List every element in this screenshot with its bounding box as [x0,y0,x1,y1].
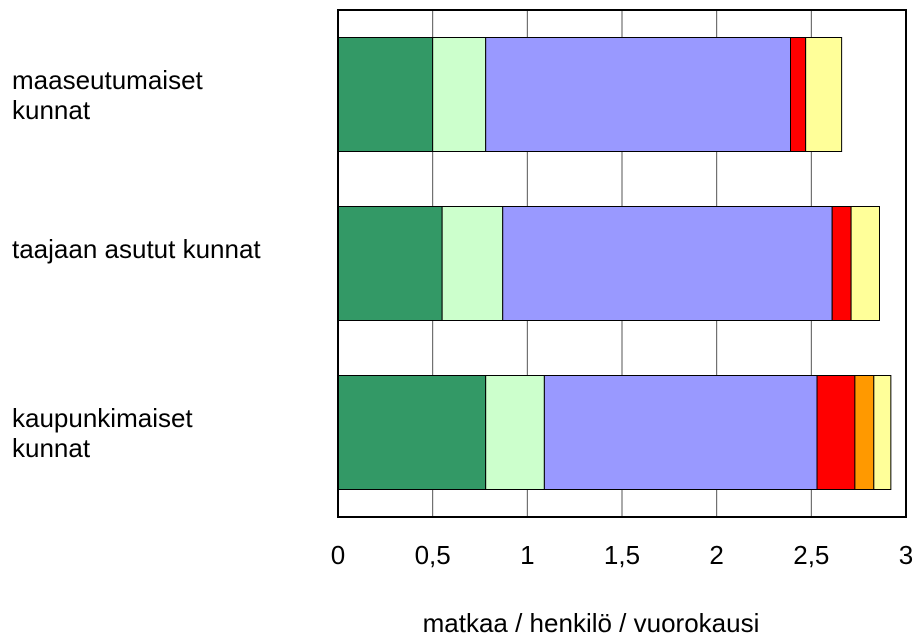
category-label: kaupunkimaiset kunnat [12,402,193,463]
bar-segment [337,37,434,152]
plot-frame [337,9,907,518]
x-axis-label: matkaa / henkilö / vuorokausi [423,608,760,638]
bar-segment [432,37,487,152]
bar-segment [485,37,792,152]
bar-segment [441,206,504,321]
x-tick-label: 3 [899,540,913,570]
bar-segment [873,375,892,490]
bar-segment [831,206,852,321]
x-tick-label: 1 [520,540,534,570]
bar-segment [850,206,880,321]
bar-segment [543,375,818,490]
bar-segment [337,375,487,490]
bar-segment [816,375,856,490]
x-tick-label: 0 [331,540,345,570]
x-tick-label: 2 [709,540,723,570]
x-tick-label: 1,5 [604,540,640,570]
bar-segment [854,375,875,490]
category-label: taajaan asutut kunnat [12,233,261,264]
x-tick-label: 0,5 [415,540,451,570]
bar-segment [485,375,545,490]
bar-segment [790,37,807,152]
category-label: maaseutumaiset kunnat [12,64,203,125]
x-tick-label: 2,5 [793,540,829,570]
bar-segment [502,206,833,321]
bar-segment [805,37,843,152]
bar-segment [337,206,443,321]
